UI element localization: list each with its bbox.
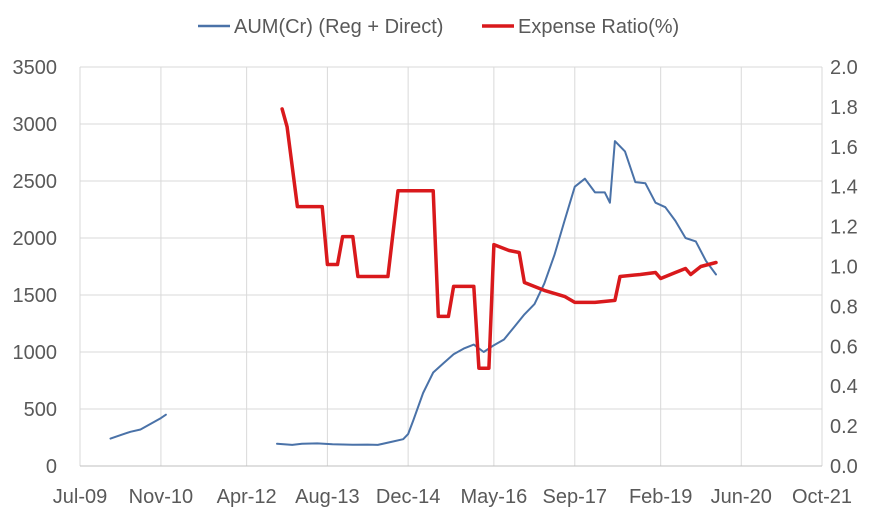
right-tick-label: 2.0 xyxy=(830,57,858,79)
right-tick-label: 0.8 xyxy=(830,296,858,318)
x-tick-label: May-16 xyxy=(461,486,528,508)
x-tick-label: Feb-19 xyxy=(629,486,692,508)
right-tick-label: 1.6 xyxy=(830,137,858,159)
x-tick-label: Aug-13 xyxy=(295,486,360,508)
left-tick-label: 0 xyxy=(46,456,57,478)
x-tick-label: Jul-09 xyxy=(53,486,107,508)
x-tick-label: Sep-17 xyxy=(543,486,608,508)
right-tick-label: 1.4 xyxy=(830,177,858,199)
x-tick-label: Apr-12 xyxy=(217,486,277,508)
legend: AUM(Cr) (Reg + Direct) Expense Ratio(%) xyxy=(198,16,679,38)
left-tick-label: 2500 xyxy=(13,171,58,193)
left-tick-label: 1500 xyxy=(13,285,58,307)
series-layer xyxy=(109,107,718,446)
x-tick-label: Oct-21 xyxy=(792,486,852,508)
x-tick-label: Jun-20 xyxy=(711,486,772,508)
aum-series-line-segment-1 xyxy=(276,140,717,446)
legend-label-expense: Expense Ratio(%) xyxy=(518,16,679,38)
left-tick-label: 1000 xyxy=(13,342,58,364)
legend-label-aum: AUM(Cr) (Reg + Direct) xyxy=(234,16,443,38)
right-tick-label: 0.6 xyxy=(830,336,858,358)
x-tick-label: Nov-10 xyxy=(129,486,193,508)
left-tick-label: 3500 xyxy=(13,57,58,79)
right-tick-label: 1.8 xyxy=(830,97,858,119)
left-tick-label: 2000 xyxy=(13,228,58,250)
right-tick-label: 1.2 xyxy=(830,217,858,239)
right-tick-label: 1.0 xyxy=(830,257,858,279)
left-tick-label: 500 xyxy=(24,399,57,421)
x-tick-label: Dec-14 xyxy=(376,486,440,508)
right-tick-label: 0.4 xyxy=(830,376,858,398)
right-tick-label: 0.2 xyxy=(830,416,858,438)
right-tick-label: 0.0 xyxy=(830,456,858,478)
x-axis-ticks: Jul-09 Nov-10 Apr-12 Aug-13 Dec-14 May-16 Sep-… xyxy=(53,486,852,508)
left-tick-label: 3000 xyxy=(13,114,58,136)
expense-ratio-series-line-segment-0 xyxy=(280,107,718,370)
aum-series-line-segment-0 xyxy=(109,413,167,440)
right-axis-ticks: 0.0 0.2 0.4 0.6 0.8 1.0 1.2 1.4 1.6 1.8 2.0 xyxy=(830,57,858,478)
left-axis-ticks: 0 500 1000 1500 2000 2500 3000 3500 xyxy=(13,57,58,478)
